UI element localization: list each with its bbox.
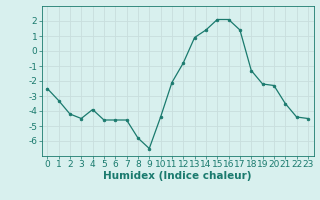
X-axis label: Humidex (Indice chaleur): Humidex (Indice chaleur)	[103, 171, 252, 181]
